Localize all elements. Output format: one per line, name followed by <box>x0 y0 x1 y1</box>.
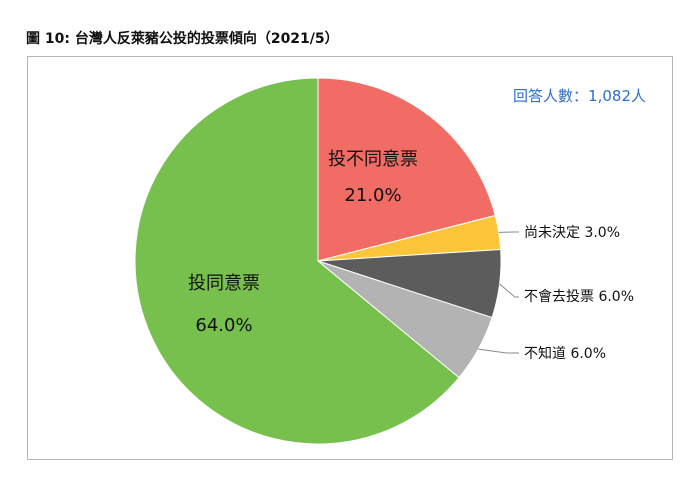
slice-label-1: 尚未決定 3.0% <box>524 225 620 241</box>
leader-line-2 <box>499 283 519 298</box>
slice-label-3: 不知道 6.0% <box>524 345 606 362</box>
figure-title: 圖 10: 台灣人反萊豬公投的投票傾向（2021/5） <box>26 31 339 47</box>
slice-value-4: 64.0% <box>195 315 252 336</box>
pie-slice-0 <box>317 77 496 262</box>
slice-label-0: 投不同意票 <box>328 149 418 170</box>
slice-value-0: 21.0% <box>344 185 401 206</box>
slice-label-4: 投同意票 <box>188 273 260 294</box>
leader-line-3 <box>478 348 519 354</box>
pie-chart: 投不同意票 21.0% 尚未決定 3.0% 不會去投票 6.0% 不知道 6.0% 投同意… <box>134 77 634 445</box>
slice-label-2: 不會去投票 6.0% <box>524 289 634 305</box>
pie-slice-4 <box>134 77 460 445</box>
chart-area: 回答人數：1,082人 投不同意票 21.0% 尚未決定 3.0% 不會去投票 6.0… <box>27 56 673 460</box>
respondents-count: 回答人數：1,082人 <box>513 87 646 105</box>
